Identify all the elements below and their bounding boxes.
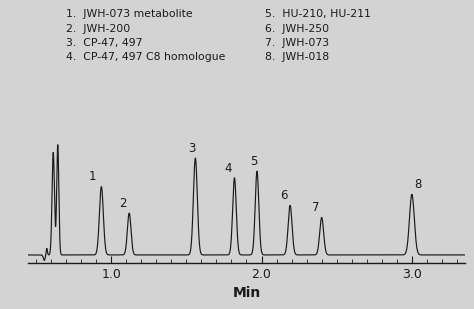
Text: 5: 5 xyxy=(250,155,258,168)
Text: 6: 6 xyxy=(280,189,288,202)
Text: 3: 3 xyxy=(189,142,196,155)
Text: 1.  JWH-073 metabolite
2.  JWH-200
3.  CP-47, 497
4.  CP-47, 497 C8 homologue: 1. JWH-073 metabolite 2. JWH-200 3. CP-4… xyxy=(66,9,226,62)
Text: 5.  HU-210, HU-211
6.  JWH-250
7.  JWH-073
8.  JWH-018: 5. HU-210, HU-211 6. JWH-250 7. JWH-073 … xyxy=(265,9,371,62)
Text: 8: 8 xyxy=(414,178,421,191)
Text: 7: 7 xyxy=(312,201,319,214)
Text: 4: 4 xyxy=(225,162,232,175)
Text: 2: 2 xyxy=(119,197,127,210)
X-axis label: Min: Min xyxy=(232,286,261,300)
Text: 1: 1 xyxy=(89,170,96,183)
